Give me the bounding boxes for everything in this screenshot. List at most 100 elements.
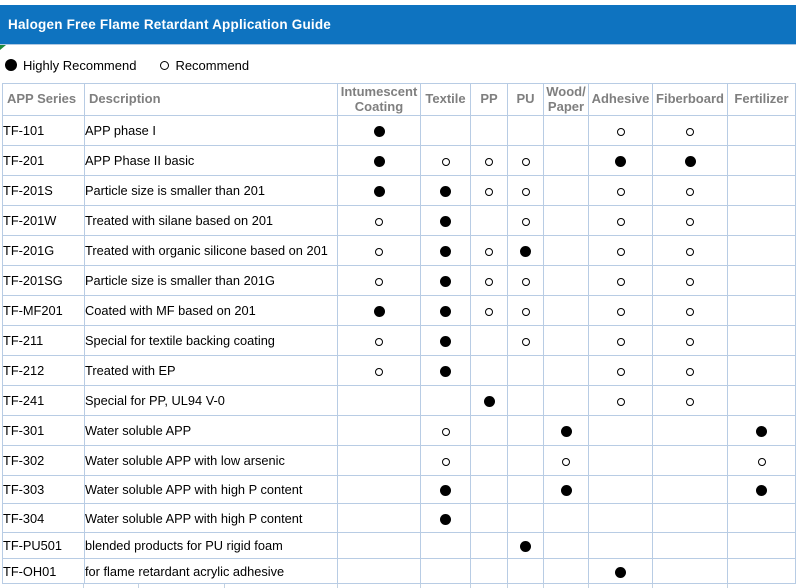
series-cell: TF-301 — [2, 415, 85, 446]
intumescent-cell — [337, 415, 421, 446]
wood_paper-cell — [543, 503, 589, 533]
pu-cell — [507, 475, 544, 504]
gridline — [588, 584, 589, 588]
description-cell: Special for PP, UL94 V-0 — [84, 385, 338, 416]
wood_paper-cell — [543, 532, 589, 559]
recommend-marker — [441, 427, 450, 436]
textile-cell — [420, 355, 471, 386]
adhesive-cell — [588, 355, 653, 386]
series-cell: TF-201G — [2, 235, 85, 266]
pp-cell — [470, 115, 508, 146]
recommend-marker — [686, 127, 694, 136]
table-row: TF-241 Special for PP, UL94 V-0 — [2, 385, 796, 416]
legend-item-recommend: Recommend — [160, 58, 249, 73]
pu-cell — [507, 265, 544, 296]
table-row: TF-OH01 for flame retardant acrylic adhes… — [2, 558, 796, 584]
description-cell: Water soluble APP with low arsenic — [84, 445, 338, 476]
intumescent-cell — [337, 355, 421, 386]
column-header-wood_paper: Wood/ Paper — [543, 83, 589, 116]
adhesive-cell — [588, 532, 653, 559]
adhesive-cell — [588, 325, 653, 356]
fertilizer-cell — [727, 503, 796, 533]
recommend-marker — [521, 187, 530, 196]
fertilizer-cell — [727, 445, 796, 476]
recommend-marker — [686, 397, 694, 406]
pp-cell — [470, 325, 508, 356]
recommend-marker — [616, 127, 625, 136]
highly-recommend-marker — [520, 541, 531, 553]
series-cell: TF-212 — [2, 355, 85, 386]
green-corner-marker-icon — [0, 45, 6, 50]
pu-cell — [507, 295, 544, 326]
legend-label: Recommend — [175, 57, 250, 73]
recommend-marker — [521, 277, 530, 286]
series-cell: TF-101 — [2, 115, 85, 146]
intumescent-cell — [337, 205, 421, 236]
pp-cell — [470, 175, 508, 206]
column-header-intumescent: Intumescent Coating — [337, 83, 421, 116]
recommend-marker — [686, 337, 694, 346]
fiberboard-cell — [652, 295, 728, 326]
fiberboard-cell — [652, 235, 728, 266]
highly-recommend-marker — [440, 306, 451, 318]
intumescent-cell — [337, 265, 421, 296]
intumescent-cell — [337, 532, 421, 559]
highly-recommend-marker — [560, 485, 572, 497]
pp-cell — [470, 235, 508, 266]
textile-cell — [420, 115, 471, 146]
column-header-fertilizer: Fertilizer — [727, 83, 796, 116]
wood_paper-cell — [543, 175, 589, 206]
highly-recommend-marker — [373, 306, 385, 318]
recommend-marker — [485, 157, 493, 166]
gridline — [507, 584, 508, 588]
table-row: TF-PU501 blended products for PU rigid fo… — [2, 532, 796, 559]
intumescent-cell — [337, 145, 421, 176]
description-cell: Particle size is smaller than 201G — [84, 265, 338, 296]
table-row: TF-303 Water soluble APP with high P cont… — [2, 475, 796, 504]
fiberboard-cell — [652, 205, 728, 236]
series-cell: TF-304 — [2, 503, 85, 533]
recommend-marker — [616, 307, 625, 316]
recommend-marker — [441, 157, 450, 166]
description-cell: Water soluble APP with high P content — [84, 475, 338, 504]
highly-recommend-marker — [684, 156, 696, 168]
adhesive-cell — [588, 235, 653, 266]
pp-cell — [470, 532, 508, 559]
recommend-marker — [375, 367, 383, 376]
column-header-description: Description — [84, 83, 338, 116]
title-bar: Halogen Free Flame Retardant Application… — [0, 5, 796, 45]
textile-cell — [420, 445, 471, 476]
series-cell: TF-201SG — [2, 265, 85, 296]
pu-cell — [507, 385, 544, 416]
textile-cell — [420, 295, 471, 326]
adhesive-cell — [588, 445, 653, 476]
pp-cell — [470, 475, 508, 504]
table-row: TF-201 APP Phase II basic — [2, 145, 796, 176]
highly-recommend-marker — [440, 366, 451, 378]
highly-recommend-marker — [373, 126, 385, 138]
gridline — [138, 584, 139, 588]
recommend-marker — [686, 277, 694, 286]
highly-recommend-marker — [756, 426, 767, 438]
recommend-marker — [485, 187, 493, 196]
wood_paper-cell — [543, 415, 589, 446]
highly-recommend-marker — [440, 276, 451, 288]
wood_paper-cell — [543, 265, 589, 296]
intumescent-cell — [337, 445, 421, 476]
recommend-marker — [375, 277, 383, 286]
fiberboard-cell — [652, 115, 728, 146]
highly-recommend-marker — [440, 336, 451, 348]
intumescent-cell — [337, 295, 421, 326]
table-row: TF-301 Water soluble APP — [2, 415, 796, 446]
fiberboard-cell — [652, 532, 728, 559]
description-cell: Water soluble APP — [84, 415, 338, 446]
fertilizer-cell — [727, 295, 796, 326]
series-cell: TF-201 — [2, 145, 85, 176]
series-cell: TF-241 — [2, 385, 85, 416]
pp-cell — [470, 295, 508, 326]
wood_paper-cell — [543, 325, 589, 356]
highly-recommend-marker — [440, 513, 451, 525]
pp-cell — [470, 558, 508, 584]
adhesive-cell — [588, 295, 653, 326]
recommend-marker — [562, 457, 570, 466]
